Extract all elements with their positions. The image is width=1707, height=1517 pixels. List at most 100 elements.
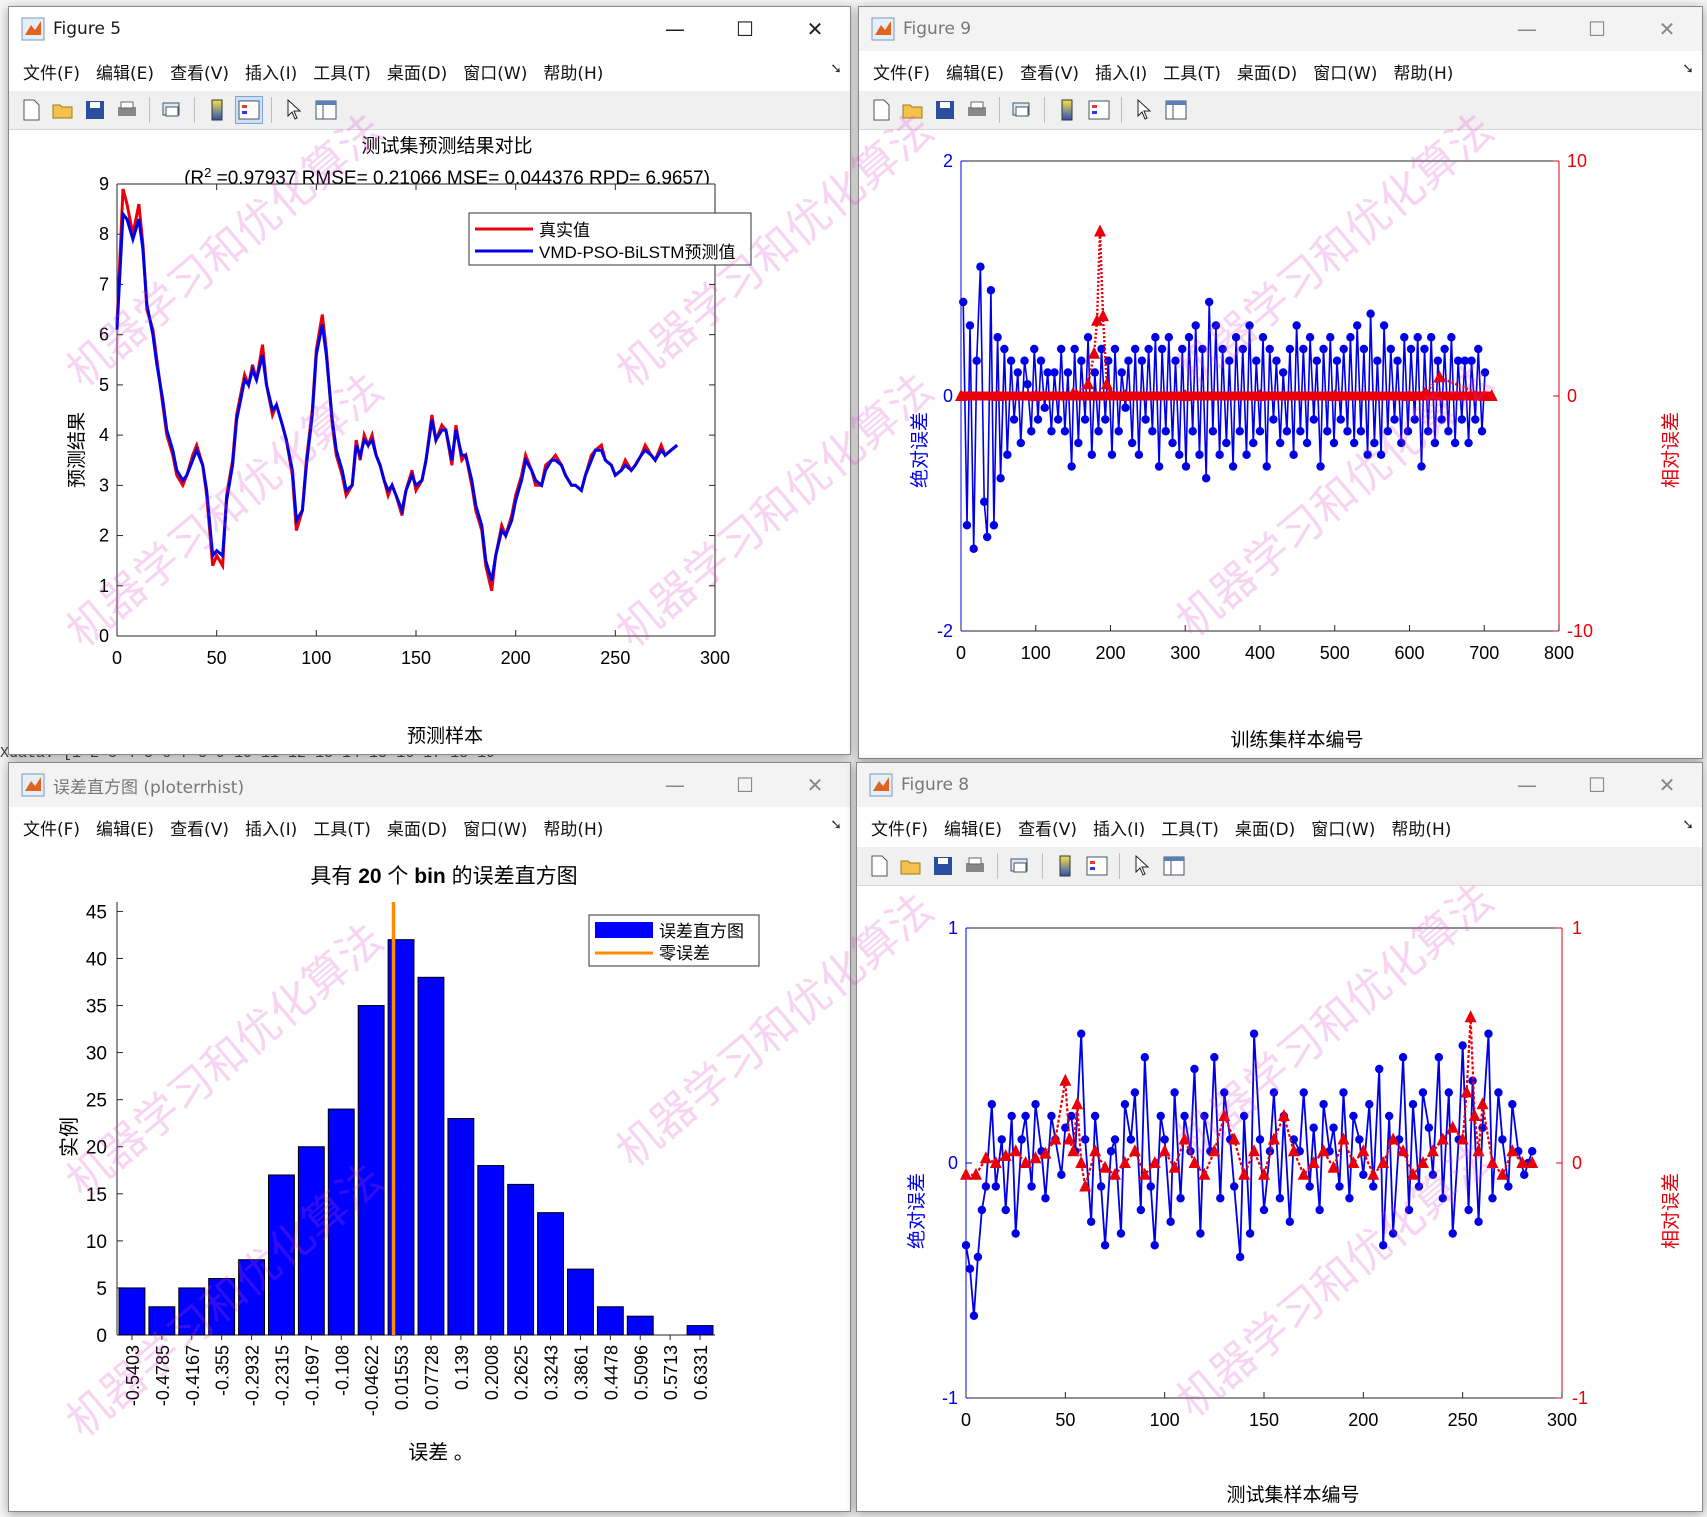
menu-dock-arrow-icon[interactable]: ➘ [830, 61, 842, 77]
figure5-titlebar[interactable]: Figure 5 — ☐ ✕ [9, 7, 850, 51]
prediction-comparison-chart[interactable]: 测试集预测结果对比 (R2 =0.97937 RMSE= 0.21066 MSE… [9, 130, 850, 754]
menu-insert[interactable]: 插入(I) [244, 819, 298, 840]
minimize-button[interactable]: — [665, 773, 685, 797]
legend-icon[interactable] [235, 96, 263, 124]
close-button[interactable]: ✕ [806, 773, 824, 797]
link-plot-icon[interactable] [1008, 96, 1036, 124]
menu-dock-arrow-icon[interactable]: ➘ [1682, 817, 1694, 833]
figure8-canvas[interactable]: 0 50 100 150 200 250 300 -1 0 1 -1 0 1 绝对误差 相对误差 测试集… [857, 886, 1702, 1511]
print-icon[interactable] [113, 96, 141, 124]
figure8-window[interactable]: Figure 8 — ☐ ✕ 文件(F) 编辑(E) 查看(V) 插入(I) 工… [856, 762, 1703, 1512]
pointer-icon[interactable] [1130, 96, 1158, 124]
abs-error-point [1383, 427, 1393, 436]
colorbar-icon[interactable] [1053, 96, 1081, 124]
hist-window[interactable]: 误差直方图 (ploterrhist) — ☐ ✕ 文件(F) 编辑(E) 查看… [8, 762, 851, 1512]
open-file-icon[interactable] [49, 96, 77, 124]
menu-desktop[interactable]: 桌面(D) [386, 63, 448, 84]
open-file-icon[interactable] [899, 96, 927, 124]
error-histogram-chart[interactable]: 具有 20 个 bin 的误差直方图 0 5 10 15 20 25 30 35 40 45 -0.… [9, 847, 850, 1511]
menu-edit[interactable]: 编辑(E) [944, 819, 1003, 840]
menu-help[interactable]: 帮助(H) [1391, 819, 1452, 840]
menu-file[interactable]: 文件(F) [23, 63, 81, 84]
print-icon[interactable] [961, 852, 989, 880]
menu-desktop[interactable]: 桌面(D) [1234, 819, 1296, 840]
maximize-button[interactable]: ☐ [736, 773, 754, 797]
hist-canvas[interactable]: 具有 20 个 bin 的误差直方图 0 5 10 15 20 25 30 35 40 45 -0.… [9, 847, 850, 1511]
legend-icon[interactable] [1083, 852, 1111, 880]
menu-desktop[interactable]: 桌面(D) [386, 819, 448, 840]
maximize-button[interactable]: ☐ [736, 17, 754, 41]
menu-window[interactable]: 窗口(W) [1311, 819, 1376, 840]
menu-help[interactable]: 帮助(H) [543, 819, 604, 840]
menu-view[interactable]: 查看(V) [170, 819, 229, 840]
figure8-titlebar[interactable]: Figure 8 — ☐ ✕ [857, 763, 1702, 807]
close-button[interactable]: ✕ [1658, 17, 1676, 41]
link-plot-icon[interactable] [158, 96, 186, 124]
open-file-icon[interactable] [897, 852, 925, 880]
property-inspector-icon[interactable] [1162, 96, 1190, 124]
abs-error-point [1460, 356, 1470, 365]
property-inspector-icon[interactable] [312, 96, 340, 124]
legend[interactable]: 误差直方图 零误差 [588, 914, 760, 967]
legend-icon[interactable] [1085, 96, 1113, 124]
colorbar-icon[interactable] [203, 96, 231, 124]
close-button[interactable]: ✕ [1658, 773, 1676, 797]
minimize-button[interactable]: — [1517, 773, 1537, 797]
menu-file[interactable]: 文件(F) [23, 819, 81, 840]
new-figure-icon[interactable] [867, 96, 895, 124]
menu-edit[interactable]: 编辑(E) [96, 63, 155, 84]
property-inspector-icon[interactable] [1160, 852, 1188, 880]
menu-edit[interactable]: 编辑(E) [96, 819, 155, 840]
save-icon[interactable] [81, 96, 109, 124]
figure9-window[interactable]: Figure 9 — ☐ ✕ 文件(F) 编辑(E) 查看(V) 插入(I) 工… [858, 6, 1703, 759]
menu-file[interactable]: 文件(F) [871, 819, 929, 840]
link-plot-icon[interactable] [1006, 852, 1034, 880]
new-figure-icon[interactable] [865, 852, 893, 880]
menu-window[interactable]: 窗口(W) [1313, 63, 1378, 84]
figure9-canvas[interactable]: 0 100 200 300 400 500 600 700 800 -2 0 2 -10 0 10 绝对误差… [859, 130, 1702, 758]
maximize-button[interactable]: ☐ [1588, 773, 1606, 797]
figure5-window[interactable]: Figure 5 — ☐ ✕ 文件(F) 编辑(E) 查看(V) 插入(I) 工… [8, 6, 851, 755]
print-icon[interactable] [963, 96, 991, 124]
rel-error-point [1347, 1156, 1360, 1168]
menu-window[interactable]: 窗口(W) [463, 819, 528, 840]
menu-help[interactable]: 帮助(H) [1393, 63, 1454, 84]
y-tick-label: 15 [86, 1185, 107, 1206]
save-icon[interactable] [931, 96, 959, 124]
test-error-chart[interactable]: 0 50 100 150 200 250 300-101-101 绝对误差 相对误差 测试集… [857, 886, 1702, 1511]
figure5-canvas[interactable]: 测试集预测结果对比 (R2 =0.97937 RMSE= 0.21066 MSE… [9, 130, 850, 754]
legend[interactable]: 真实值 VMD-PSO-BiLSTM预测值 [468, 212, 752, 266]
colorbar-icon[interactable] [1051, 852, 1079, 880]
menu-view[interactable]: 查看(V) [1018, 819, 1077, 840]
menu-dock-arrow-icon[interactable]: ➘ [830, 817, 842, 833]
minimize-button[interactable]: — [1517, 17, 1537, 41]
hist-titlebar[interactable]: 误差直方图 (ploterrhist) — ☐ ✕ [9, 763, 850, 807]
menu-view[interactable]: 查看(V) [1020, 63, 1079, 84]
histogram-bar [596, 1306, 624, 1336]
menu-tools[interactable]: 工具(T) [1163, 63, 1221, 84]
menu-desktop[interactable]: 桌面(D) [1236, 63, 1298, 84]
pointer-icon[interactable] [280, 96, 308, 124]
close-button[interactable]: ✕ [806, 17, 824, 41]
menu-window[interactable]: 窗口(W) [463, 63, 528, 84]
menu-insert[interactable]: 插入(I) [1094, 63, 1148, 84]
new-figure-icon[interactable] [17, 96, 45, 124]
x-tick-label: -0.5403 [123, 1345, 143, 1406]
menu-tools[interactable]: 工具(T) [313, 63, 371, 84]
rel-error-point [1387, 1132, 1400, 1145]
minimize-button[interactable]: — [665, 17, 685, 41]
menu-edit[interactable]: 编辑(E) [946, 63, 1005, 84]
menu-dock-arrow-icon[interactable]: ➘ [1682, 61, 1694, 77]
figure9-titlebar[interactable]: Figure 9 — ☐ ✕ [859, 7, 1702, 51]
menu-help[interactable]: 帮助(H) [543, 63, 604, 84]
menu-tools[interactable]: 工具(T) [313, 819, 371, 840]
save-icon[interactable] [929, 852, 957, 880]
menu-insert[interactable]: 插入(I) [1092, 819, 1146, 840]
pointer-icon[interactable] [1128, 852, 1156, 880]
maximize-button[interactable]: ☐ [1588, 17, 1606, 41]
menu-insert[interactable]: 插入(I) [244, 63, 298, 84]
menu-file[interactable]: 文件(F) [873, 63, 931, 84]
menu-tools[interactable]: 工具(T) [1161, 819, 1219, 840]
menu-view[interactable]: 查看(V) [170, 63, 229, 84]
